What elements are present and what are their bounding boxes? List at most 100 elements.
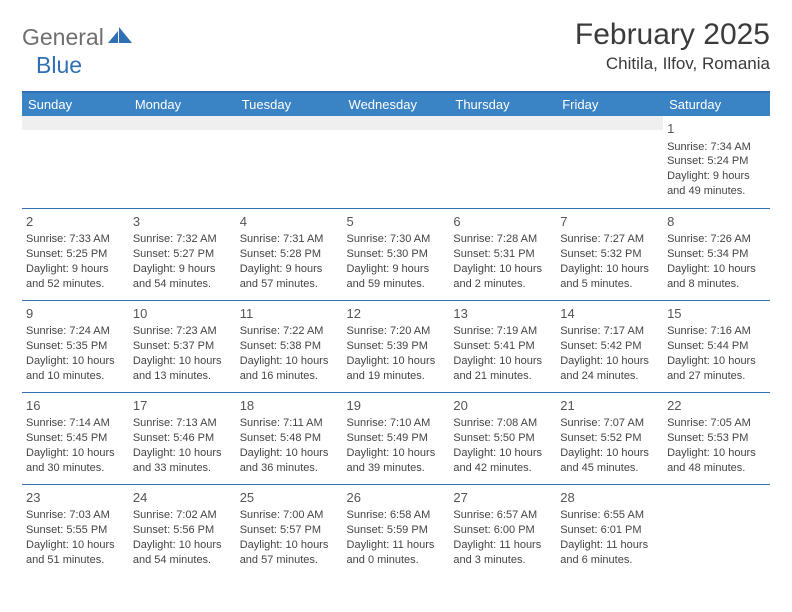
sunrise-text: Sunrise: 6:58 AM bbox=[347, 508, 446, 523]
empty-cell bbox=[22, 116, 129, 208]
day-cell: 2Sunrise: 7:33 AMSunset: 5:25 PMDaylight… bbox=[22, 208, 129, 300]
weekday-header: Tuesday bbox=[236, 93, 343, 116]
sunset-text: Sunset: 5:25 PM bbox=[26, 247, 125, 262]
day-number: 15 bbox=[667, 305, 766, 323]
day-cell: 20Sunrise: 7:08 AMSunset: 5:50 PMDayligh… bbox=[449, 392, 556, 484]
day-cell: 18Sunrise: 7:11 AMSunset: 5:48 PMDayligh… bbox=[236, 392, 343, 484]
sunrise-text: Sunrise: 7:07 AM bbox=[560, 416, 659, 431]
sunrise-text: Sunrise: 7:02 AM bbox=[133, 508, 232, 523]
sunrise-text: Sunrise: 7:34 AM bbox=[667, 140, 766, 155]
day-number: 13 bbox=[453, 305, 552, 323]
daylight-text: Daylight: 10 hours and 19 minutes. bbox=[347, 354, 446, 384]
day-cell: 23Sunrise: 7:03 AMSunset: 5:55 PMDayligh… bbox=[22, 484, 129, 576]
sunset-text: Sunset: 5:55 PM bbox=[26, 523, 125, 538]
day-cell: 15Sunrise: 7:16 AMSunset: 5:44 PMDayligh… bbox=[663, 300, 770, 392]
day-number: 5 bbox=[347, 213, 446, 231]
day-number: 1 bbox=[667, 120, 766, 138]
daylight-text: Daylight: 11 hours and 0 minutes. bbox=[347, 538, 446, 568]
sunrise-text: Sunrise: 6:55 AM bbox=[560, 508, 659, 523]
day-cell: 17Sunrise: 7:13 AMSunset: 5:46 PMDayligh… bbox=[129, 392, 236, 484]
day-cell: 27Sunrise: 6:57 AMSunset: 6:00 PMDayligh… bbox=[449, 484, 556, 576]
daylight-text: Daylight: 9 hours and 52 minutes. bbox=[26, 262, 125, 292]
day-number: 20 bbox=[453, 397, 552, 415]
day-number: 25 bbox=[240, 489, 339, 507]
sunset-text: Sunset: 5:50 PM bbox=[453, 431, 552, 446]
day-cell: 7Sunrise: 7:27 AMSunset: 5:32 PMDaylight… bbox=[556, 208, 663, 300]
day-number: 8 bbox=[667, 213, 766, 231]
empty-cell bbox=[449, 116, 556, 208]
day-number: 16 bbox=[26, 397, 125, 415]
sunset-text: Sunset: 6:00 PM bbox=[453, 523, 552, 538]
week-row: 9Sunrise: 7:24 AMSunset: 5:35 PMDaylight… bbox=[22, 300, 770, 392]
day-number: 6 bbox=[453, 213, 552, 231]
daylight-text: Daylight: 9 hours and 57 minutes. bbox=[240, 262, 339, 292]
sunrise-text: Sunrise: 7:16 AM bbox=[667, 324, 766, 339]
day-number: 10 bbox=[133, 305, 232, 323]
daylight-text: Daylight: 10 hours and 5 minutes. bbox=[560, 262, 659, 292]
day-number: 4 bbox=[240, 213, 339, 231]
week-row: 2Sunrise: 7:33 AMSunset: 5:25 PMDaylight… bbox=[22, 208, 770, 300]
day-number: 19 bbox=[347, 397, 446, 415]
sunrise-text: Sunrise: 7:11 AM bbox=[240, 416, 339, 431]
sunset-text: Sunset: 5:56 PM bbox=[133, 523, 232, 538]
sunset-text: Sunset: 5:46 PM bbox=[133, 431, 232, 446]
weekday-header: Sunday bbox=[22, 93, 129, 116]
day-cell: 9Sunrise: 7:24 AMSunset: 5:35 PMDaylight… bbox=[22, 300, 129, 392]
sunset-text: Sunset: 5:49 PM bbox=[347, 431, 446, 446]
daylight-text: Daylight: 10 hours and 2 minutes. bbox=[453, 262, 552, 292]
day-cell: 5Sunrise: 7:30 AMSunset: 5:30 PMDaylight… bbox=[343, 208, 450, 300]
week-row: 23Sunrise: 7:03 AMSunset: 5:55 PMDayligh… bbox=[22, 484, 770, 576]
sunset-text: Sunset: 5:41 PM bbox=[453, 339, 552, 354]
sunrise-text: Sunrise: 7:30 AM bbox=[347, 232, 446, 247]
daylight-text: Daylight: 11 hours and 3 minutes. bbox=[453, 538, 552, 568]
daylight-text: Daylight: 10 hours and 39 minutes. bbox=[347, 446, 446, 476]
daylight-text: Daylight: 10 hours and 57 minutes. bbox=[240, 538, 339, 568]
daylight-text: Daylight: 9 hours and 49 minutes. bbox=[667, 169, 766, 199]
day-cell: 14Sunrise: 7:17 AMSunset: 5:42 PMDayligh… bbox=[556, 300, 663, 392]
sunrise-text: Sunrise: 7:10 AM bbox=[347, 416, 446, 431]
daylight-text: Daylight: 9 hours and 59 minutes. bbox=[347, 262, 446, 292]
sunrise-text: Sunrise: 6:57 AM bbox=[453, 508, 552, 523]
sunrise-text: Sunrise: 7:22 AM bbox=[240, 324, 339, 339]
day-number: 9 bbox=[26, 305, 125, 323]
week-row: 16Sunrise: 7:14 AMSunset: 5:45 PM Dayligh… bbox=[22, 392, 770, 484]
day-cell: 21Sunrise: 7:07 AMSunset: 5:52 PMDayligh… bbox=[556, 392, 663, 484]
daylight-text: Daylight: 10 hours and 13 minutes. bbox=[133, 354, 232, 384]
sunset-text: Sunset: 5:45 PM bbox=[26, 431, 125, 446]
day-number: 3 bbox=[133, 213, 232, 231]
month-title: February 2025 bbox=[575, 18, 770, 52]
daylight-text: Daylight: 10 hours and 10 minutes. bbox=[26, 354, 125, 384]
day-cell: 19Sunrise: 7:10 AMSunset: 5:49 PMDayligh… bbox=[343, 392, 450, 484]
sunrise-text: Sunrise: 7:26 AM bbox=[667, 232, 766, 247]
sunset-text: Sunset: 5:59 PM bbox=[347, 523, 446, 538]
empty-cell bbox=[129, 116, 236, 208]
sunset-text: Sunset: 6:01 PM bbox=[560, 523, 659, 538]
daylight-text: Daylight: 10 hours and 36 minutes. bbox=[240, 446, 339, 476]
sunset-text: Sunset: 5:34 PM bbox=[667, 247, 766, 262]
calendar-table: SundayMondayTuesdayWednesdayThursdayFrid… bbox=[22, 93, 770, 576]
logo-text-general: General bbox=[22, 24, 104, 51]
day-cell: 28Sunrise: 6:55 AMSunset: 6:01 PMDayligh… bbox=[556, 484, 663, 576]
sunset-text: Sunset: 5:32 PM bbox=[560, 247, 659, 262]
sunset-text: Sunset: 5:42 PM bbox=[560, 339, 659, 354]
weekday-header: Friday bbox=[556, 93, 663, 116]
weekday-header: Saturday bbox=[663, 93, 770, 116]
sunset-text: Sunset: 5:48 PM bbox=[240, 431, 339, 446]
day-number: 7 bbox=[560, 213, 659, 231]
empty-cell bbox=[556, 116, 663, 208]
sunset-text: Sunset: 5:52 PM bbox=[560, 431, 659, 446]
sunrise-text: Sunrise: 7:14 AM bbox=[26, 416, 125, 431]
sunrise-text: Sunrise: 7:27 AM bbox=[560, 232, 659, 247]
logo: General bbox=[22, 24, 136, 51]
daylight-text: Daylight: 10 hours and 27 minutes. bbox=[667, 354, 766, 384]
day-cell: 26Sunrise: 6:58 AMSunset: 5:59 PMDayligh… bbox=[343, 484, 450, 576]
sunrise-text: Sunrise: 7:13 AM bbox=[133, 416, 232, 431]
day-number: 12 bbox=[347, 305, 446, 323]
day-cell: 11Sunrise: 7:22 AMSunset: 5:38 PMDayligh… bbox=[236, 300, 343, 392]
daylight-text: Daylight: 10 hours and 48 minutes. bbox=[667, 446, 766, 476]
week-row: 1Sunrise: 7:34 AMSunset: 5:24 PMDaylight… bbox=[22, 116, 770, 208]
day-number: 24 bbox=[133, 489, 232, 507]
sunset-text: Sunset: 5:31 PM bbox=[453, 247, 552, 262]
sunset-text: Sunset: 5:35 PM bbox=[26, 339, 125, 354]
daylight-text: Daylight: 10 hours and 51 minutes. bbox=[26, 538, 125, 568]
